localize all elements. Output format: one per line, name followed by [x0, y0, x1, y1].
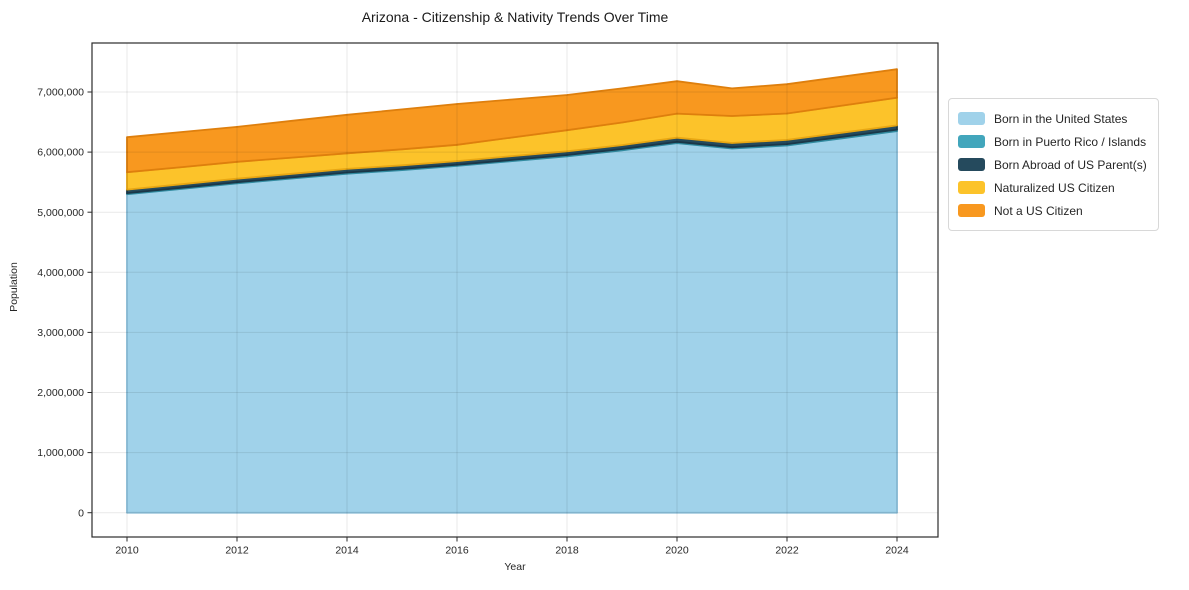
y-axis-label: Population: [8, 262, 20, 312]
x-tick-label: 2014: [335, 545, 359, 557]
legend-label: Born in Puerto Rico / Islands: [994, 134, 1147, 149]
x-axis-label: Year: [504, 561, 526, 573]
legend-item-born-in-puerto-rico-islands: Born in Puerto Rico / Islands: [958, 130, 1147, 153]
x-tick-label: 2022: [775, 545, 799, 557]
legend: Born in the United States Born in Puerto …: [948, 98, 1159, 231]
legend-item-naturalized-us-citizen: Naturalized US Citizen: [958, 176, 1147, 199]
legend-swatch-icon: [958, 204, 985, 217]
legend-label: Born Abroad of US Parent(s): [994, 157, 1147, 172]
legend-swatch-icon: [958, 158, 985, 171]
y-tick-label: 2,000,000: [37, 387, 84, 399]
y-tick-label: 5,000,000: [37, 207, 84, 219]
legend-item-born-abroad-of-us-parent-s: Born Abroad of US Parent(s): [958, 153, 1147, 176]
legend-swatch-icon: [958, 112, 985, 125]
legend-item-not-a-us-citizen: Not a US Citizen: [958, 199, 1147, 222]
y-tick-label: 7,000,000: [37, 87, 84, 99]
y-tick-label: 0: [78, 507, 84, 519]
legend-label: Born in the United States: [994, 111, 1128, 126]
legend-label: Not a US Citizen: [994, 203, 1083, 218]
area-born-in-the-united-states: [126, 130, 898, 514]
plot-frame: [91, 42, 939, 538]
y-tick-label: 3,000,000: [37, 327, 84, 339]
x-tick-label: 2020: [665, 545, 689, 557]
legend-swatch-icon: [958, 181, 985, 194]
y-tick-label: 6,000,000: [37, 147, 84, 159]
legend-label: Naturalized US Citizen: [994, 180, 1115, 195]
legend-swatch-icon: [958, 135, 985, 148]
y-tick-label: 4,000,000: [37, 267, 84, 279]
chart-title: Arizona - Citizenship & Nativity Trends …: [361, 9, 669, 25]
area-not-a-us-citizen: [126, 68, 898, 174]
x-tick-label: 2010: [115, 545, 139, 557]
x-tick-label: 2016: [445, 545, 469, 557]
legend-item-born-in-the-united-states: Born in the United States: [958, 107, 1147, 130]
x-tick-label: 2012: [225, 545, 249, 557]
x-tick-label: 2024: [885, 545, 909, 557]
x-tick-label: 2018: [555, 545, 579, 557]
y-tick-label: 1,000,000: [37, 447, 84, 459]
